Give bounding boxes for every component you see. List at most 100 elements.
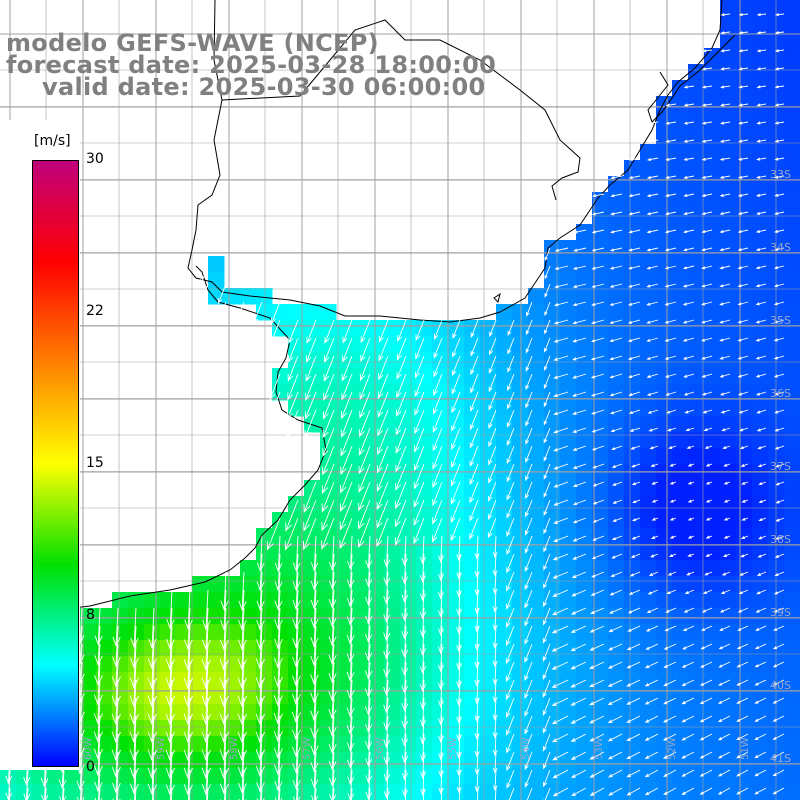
wind-arrow	[756, 571, 767, 576]
wind-arrow	[165, 715, 176, 762]
wind-arrow	[94, 769, 103, 800]
wind-arrow	[591, 265, 605, 270]
speed-cell	[784, 640, 800, 657]
speed-cell	[784, 624, 800, 641]
speed-cell	[576, 288, 593, 305]
speed-cell	[656, 496, 673, 513]
speed-cell	[784, 384, 800, 401]
wind-arrow	[772, 643, 785, 650]
wind-arrow	[774, 139, 785, 143]
wind-arrow	[492, 535, 498, 559]
speed-cell	[640, 160, 657, 177]
wind-arrow	[456, 715, 462, 742]
speed-cell	[224, 592, 241, 609]
wind-arrow	[553, 463, 569, 470]
speed-cell	[576, 400, 593, 417]
speed-cell	[304, 512, 321, 529]
speed-cell	[736, 720, 753, 737]
wind-arrow	[183, 661, 194, 708]
speed-cell	[688, 752, 705, 769]
speed-cell	[624, 736, 641, 753]
wind-arrow	[701, 85, 713, 89]
wind-arrow	[543, 463, 551, 480]
wind-arrow	[201, 607, 211, 651]
speed-cell	[672, 528, 689, 545]
speed-cell	[656, 160, 673, 177]
speed-cell	[368, 640, 385, 657]
speed-cell	[656, 336, 673, 353]
wind-arrow	[414, 391, 425, 416]
speed-cell	[736, 288, 753, 305]
speed-cell	[720, 304, 737, 321]
wind-arrow	[346, 679, 355, 718]
wind-arrow	[291, 697, 301, 741]
speed-cell	[752, 160, 769, 177]
speed-cell	[720, 736, 737, 753]
wind-arrow	[571, 787, 587, 797]
wind-arrow	[681, 769, 695, 777]
speed-cell	[480, 672, 497, 689]
speed-cell	[288, 400, 305, 417]
wind-arrow	[524, 769, 533, 788]
wind-arrow	[238, 751, 247, 794]
wind-arrow	[609, 373, 623, 379]
wind-arrow	[165, 751, 175, 796]
speed-cell	[752, 368, 769, 385]
wind-arrow	[775, 499, 785, 504]
speed-cell	[720, 336, 737, 353]
wind-arrow	[755, 607, 767, 613]
wind-arrow	[147, 679, 158, 726]
speed-cell	[464, 432, 481, 449]
wind-arrow	[701, 67, 713, 71]
wind-arrow	[419, 643, 427, 675]
wind-arrow	[774, 103, 785, 107]
speed-cell	[496, 624, 513, 641]
speed-cell	[272, 544, 289, 561]
speed-cell	[752, 624, 769, 641]
speed-cell	[640, 432, 657, 449]
speed-cell	[512, 736, 529, 753]
wind-arrow	[488, 373, 497, 393]
speed-cell	[688, 496, 705, 513]
wind-arrow	[506, 445, 515, 465]
wind-arrow	[377, 427, 389, 456]
speed-cell	[304, 768, 321, 785]
wind-arrow	[627, 373, 641, 379]
speed-cell	[640, 608, 657, 625]
wind-arrow	[686, 571, 695, 576]
wind-arrow	[775, 463, 785, 468]
wind-arrow	[93, 679, 103, 725]
wind-arrow	[646, 373, 659, 378]
wind-arrow	[365, 589, 373, 625]
wind-arrow	[740, 463, 749, 467]
wind-arrow	[304, 391, 317, 420]
speed-cell	[272, 624, 289, 641]
speed-cell	[256, 768, 273, 785]
wind-arrow	[626, 643, 641, 651]
wind-arrow	[365, 715, 373, 751]
speed-cell	[352, 624, 369, 641]
wind-arrow	[544, 265, 551, 280]
speed-cell	[112, 672, 129, 689]
wind-arrow	[368, 787, 371, 800]
wind-arrow	[717, 697, 731, 704]
speed-cell	[704, 544, 721, 561]
speed-cell	[720, 608, 737, 625]
wind-arrow	[285, 499, 299, 532]
speed-cell	[528, 736, 545, 753]
wind-arrow	[572, 409, 587, 415]
speed-cell	[688, 608, 705, 625]
wind-arrow	[401, 661, 409, 694]
speed-cell	[688, 672, 705, 689]
speed-cell	[752, 0, 769, 17]
wind-arrow	[754, 751, 767, 759]
wind-arrow	[737, 625, 749, 631]
speed-cell	[624, 672, 641, 689]
speed-cell	[576, 544, 593, 561]
speed-cell	[0, 784, 17, 800]
wind-arrow	[705, 553, 713, 557]
wind-arrow	[506, 769, 515, 789]
wind-arrow	[666, 589, 677, 595]
speed-cell	[608, 480, 625, 497]
speed-cell	[672, 784, 689, 800]
